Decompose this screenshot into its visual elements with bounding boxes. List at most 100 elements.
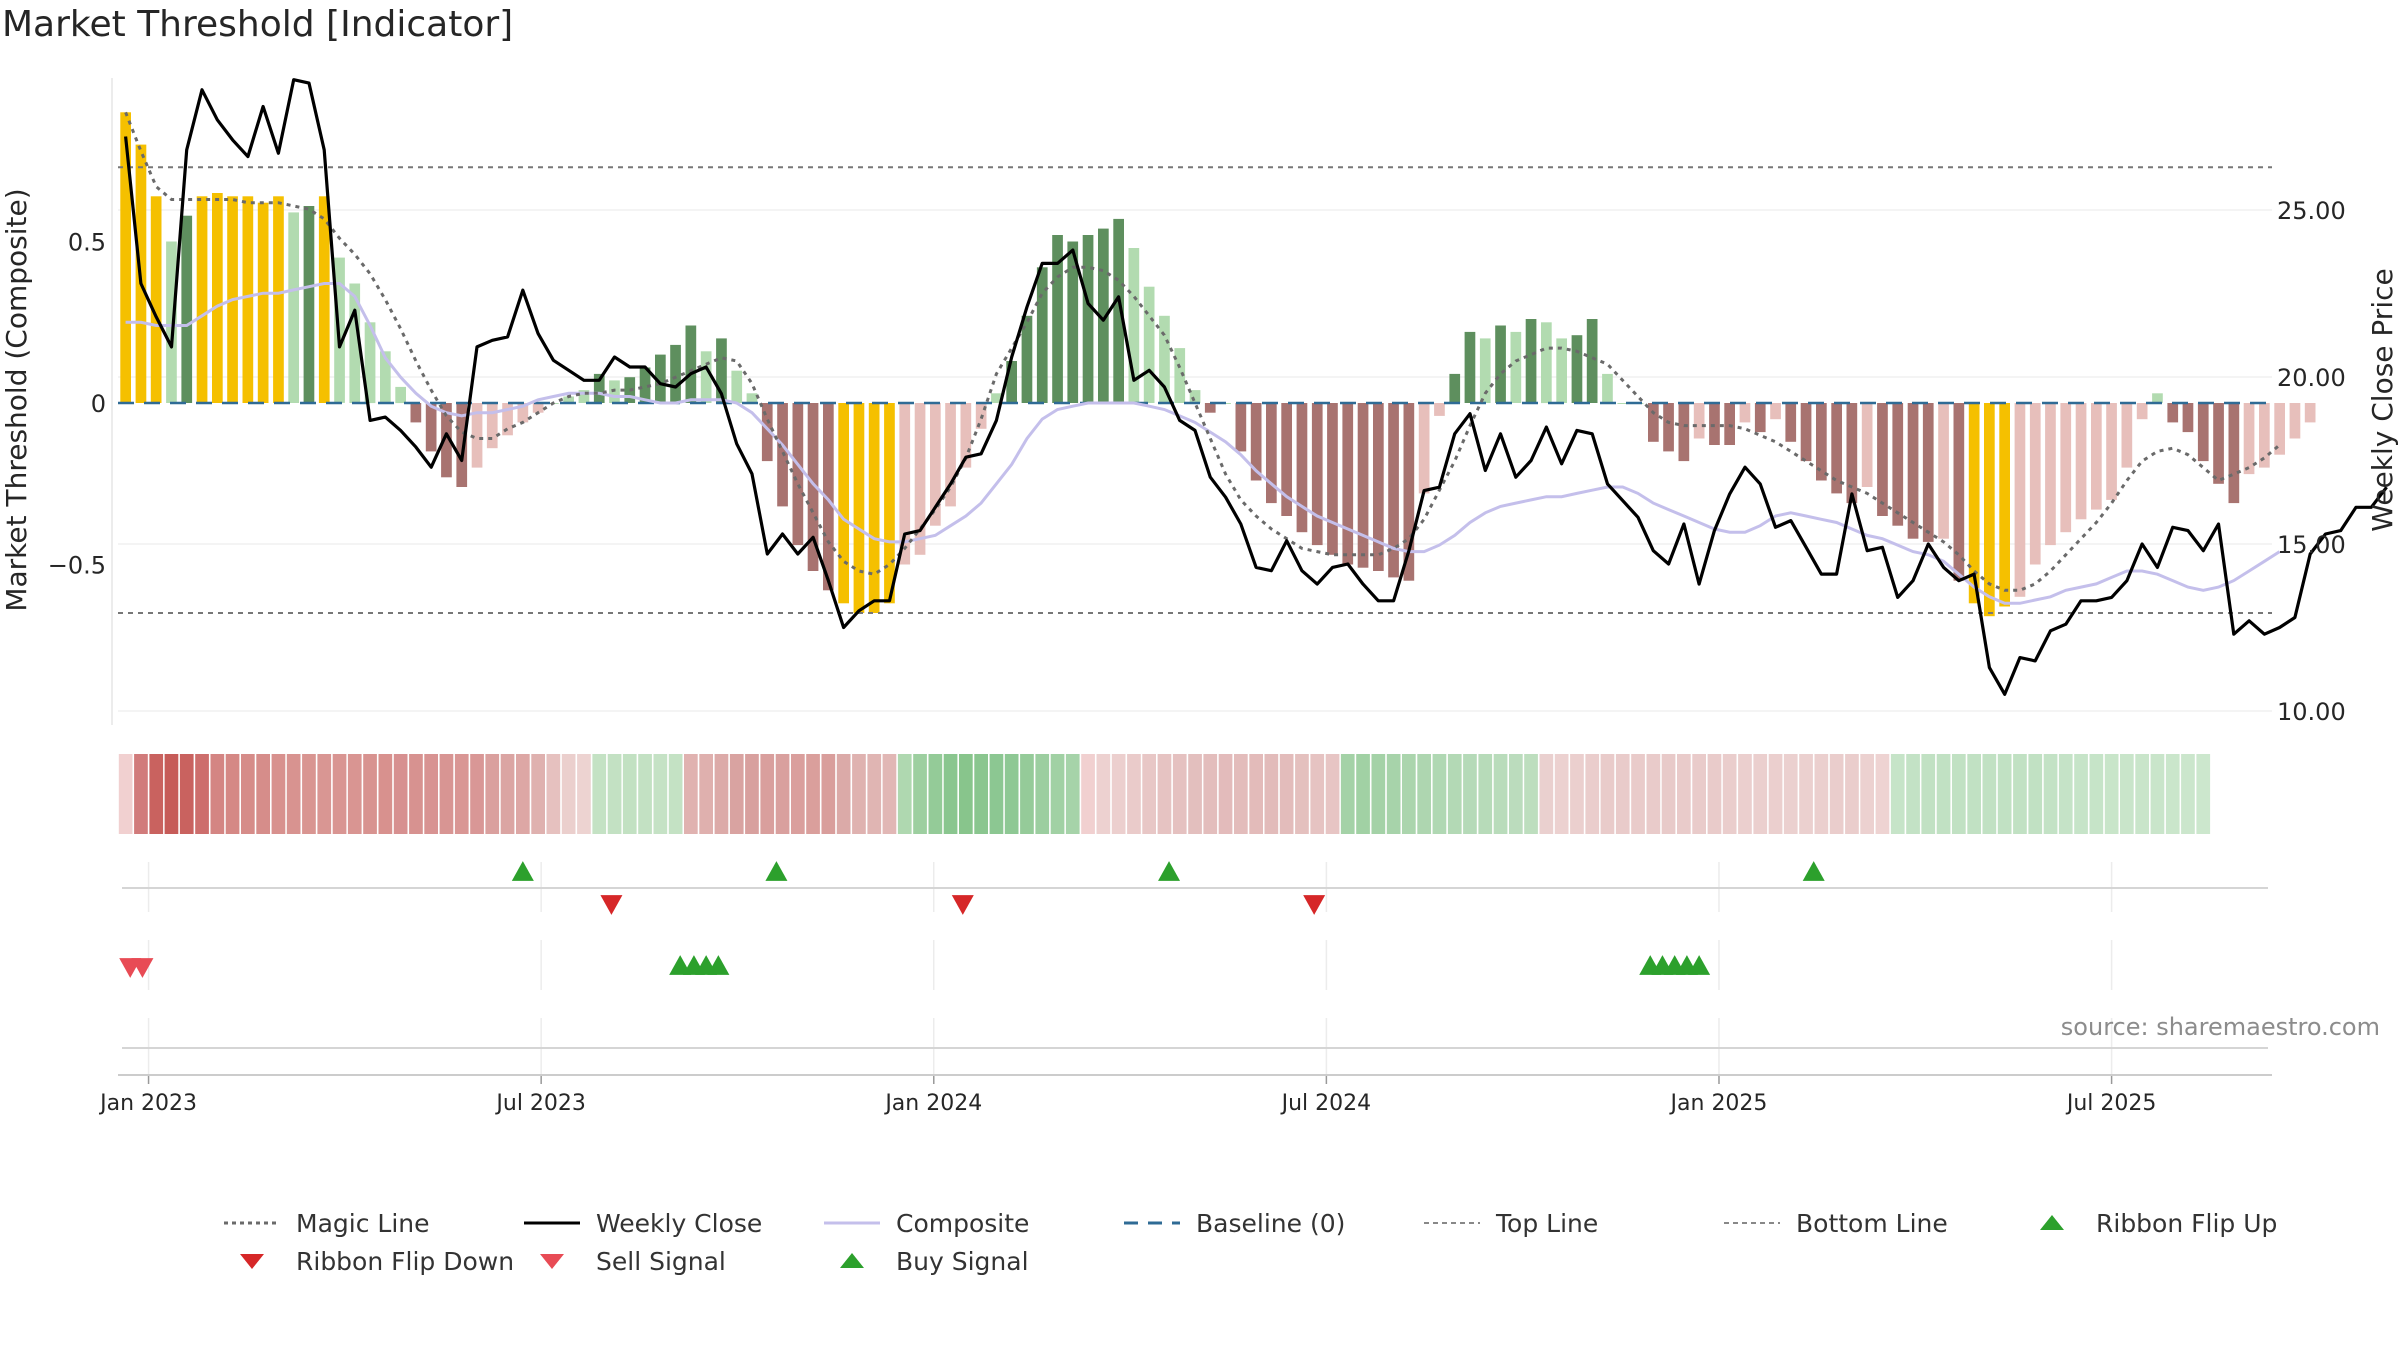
composite-bar [303,206,315,403]
composite-bar [2136,403,2148,420]
composite-bar [1892,403,1904,526]
ribbon-segment [1249,754,1263,834]
ribbon-segment [1325,754,1340,834]
composite-bar [1602,373,1613,403]
ribbon-segment [1020,754,1034,834]
legend-item: Magic Line [222,1209,522,1238]
ribbon-segment [1035,754,1050,834]
composite-bar [1464,331,1476,403]
ribbon-segment [454,754,469,834]
ribbon-segment [2013,754,2027,834]
composite-bar [2106,403,2117,500]
composite-bar [1617,403,1629,404]
composite-bar [1800,403,1812,462]
ribbon-segment [1188,754,1202,834]
composite-bar [899,403,911,565]
composite-bar [761,403,773,462]
composite-bar [1541,322,1552,404]
composite-bar [212,193,223,403]
composite-bar [1586,319,1598,403]
legend-row: Ribbon Flip Down Sell Signal Buy Signal [222,1242,2400,1280]
ribbon-flip-up-marker [1158,861,1181,881]
ribbon-segment [1753,754,1768,834]
legend-item: Bottom Line [1722,1209,2022,1238]
ribbon-segment [745,754,759,834]
weekly-close-line [124,78,2388,696]
composite-bar [868,403,880,613]
composite-bar [364,322,376,404]
ribbon-segment [1783,754,1798,834]
ribbon-segment [1982,754,1997,834]
ribbon-segment [1218,754,1233,834]
ribbon-segment [1234,754,1248,834]
ribbon-segment [1142,754,1156,834]
composite-bar [1938,403,1949,539]
composite-bar [502,403,513,436]
legend-swatch-icon [840,1253,864,1268]
axes: 0.5 0 −0.5 25.00 20.00 15.00 10.00 Market Thres… [0,78,2399,726]
ribbon-segment [1997,754,2012,834]
composite-bar [670,344,681,403]
composite-bar [471,403,483,468]
ribbon-segment [1875,754,1890,834]
right-tick-label: 20.00 [2277,364,2346,392]
composite-bar [1373,403,1384,571]
composite-bar [242,196,254,403]
ribbon-segment [1509,754,1523,834]
ribbon-segment [1631,754,1645,834]
composite-bar [288,212,299,403]
ribbon-segment [149,754,164,834]
ribbon-segment [424,754,438,834]
composite-bar [1648,403,1659,442]
composite-bar [1281,403,1292,516]
ribbon-segment [943,754,958,834]
ribbon-segment [638,754,652,834]
ribbon-segment [1310,754,1325,834]
composite-bar [1877,403,1888,516]
composite-bar [2213,403,2224,484]
buy-signal-marker [707,955,730,975]
composite-bar [1082,235,1094,403]
composite-bar [120,112,131,404]
composite-bar [1999,403,2010,607]
ribbon-segment [1432,754,1447,834]
left-axis-label: Market Threshold (Composite) [0,188,33,611]
composite-bar [532,403,544,413]
composite-bar [1754,403,1766,433]
ribbon-segment [225,754,240,834]
composite-bar [181,215,193,403]
ribbon-segment [2181,754,2195,834]
composite-bar [838,403,849,604]
ribbon-segment [134,754,148,834]
x-tick-label: Jan 2024 [883,1091,982,1116]
composite-bar [2182,403,2194,433]
ribbon-segment [179,754,194,834]
composite-bar [1235,403,1247,452]
composite-bar [2075,403,2087,520]
legend-swatch-icon [540,1254,564,1269]
right-axis-label: Weekly Close Price [2366,268,2399,531]
composite-bar [991,393,1002,403]
composite-bar [700,351,712,403]
composite-bar [807,403,819,571]
ribbon-segment [485,754,500,834]
composite-bar [1709,403,1720,445]
ribbon-flip-down-marker [951,895,974,915]
composite-bar [1831,403,1842,494]
composite-bar [1143,286,1155,403]
ribbon-segment [195,754,209,834]
ribbon-segment [2165,754,2180,834]
composite-bar [563,396,574,403]
ribbon-segment [2043,754,2058,834]
composite-bar [2259,403,2270,468]
composite-bar [792,403,804,546]
composite-bar [609,380,620,403]
composite-bar [1449,373,1461,403]
ribbon-segment [974,754,988,834]
ribbon-segment [1447,754,1462,834]
legend-item: Baseline (0) [1122,1209,1422,1238]
ribbon-segment [332,754,347,834]
ribbon-segment [653,754,668,834]
legend-swatch-icon [2040,1215,2064,1230]
ribbon-segment [1402,754,1416,834]
